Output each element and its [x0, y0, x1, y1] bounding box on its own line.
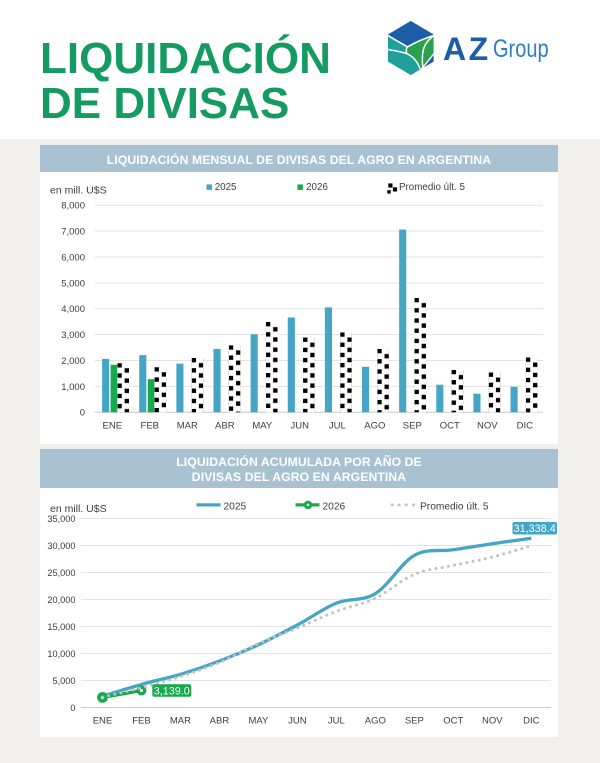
svg-text:0: 0	[70, 703, 75, 713]
svg-text:JUL: JUL	[329, 420, 346, 431]
svg-text:ABR: ABR	[210, 715, 230, 726]
svg-text:SEP: SEP	[403, 420, 422, 431]
svg-text:2025: 2025	[215, 182, 237, 193]
svg-text:3,139.0: 3,139.0	[154, 685, 190, 697]
svg-text:2026: 2026	[306, 182, 328, 193]
svg-text:JUN: JUN	[288, 715, 307, 726]
svg-text:2,000: 2,000	[61, 356, 85, 367]
svg-text:MAR: MAR	[177, 420, 198, 431]
svg-text:1,000: 1,000	[61, 382, 85, 393]
svg-text:2026: 2026	[323, 501, 346, 512]
svg-text:en mill. U$S: en mill. U$S	[50, 185, 107, 197]
svg-text:NOV: NOV	[482, 715, 503, 726]
svg-text:Promedio últ. 5: Promedio últ. 5	[399, 182, 465, 193]
svg-text:NOV: NOV	[477, 420, 498, 431]
svg-text:FEB: FEB	[141, 420, 159, 431]
svg-text:AGO: AGO	[364, 420, 385, 431]
svg-text:35,000: 35,000	[47, 514, 75, 524]
svg-text:JUL: JUL	[328, 715, 345, 726]
svg-text:6,000: 6,000	[61, 252, 85, 263]
svg-text:5,000: 5,000	[53, 676, 76, 686]
svg-text:3,000: 3,000	[61, 330, 85, 341]
svg-text:30,000: 30,000	[47, 541, 75, 551]
svg-text:7,000: 7,000	[61, 227, 85, 238]
svg-text:ENE: ENE	[103, 420, 123, 431]
svg-text:FEB: FEB	[132, 715, 150, 726]
svg-text:en mill. U$S: en mill. U$S	[50, 503, 107, 515]
svg-text:AGO: AGO	[365, 715, 386, 726]
svg-text:MAY: MAY	[248, 715, 269, 726]
svg-text:JUN: JUN	[291, 420, 310, 431]
svg-text:OCT: OCT	[443, 715, 463, 726]
svg-text:DIC: DIC	[517, 420, 534, 431]
svg-text:Promedio últ. 5: Promedio últ. 5	[420, 501, 489, 512]
svg-text:SEP: SEP	[405, 715, 424, 726]
svg-text:0: 0	[80, 408, 85, 419]
svg-text:4,000: 4,000	[61, 304, 85, 315]
svg-text:ABR: ABR	[215, 420, 235, 431]
svg-text:OCT: OCT	[440, 420, 460, 431]
svg-text:2025: 2025	[224, 501, 247, 512]
svg-text:8,000: 8,000	[61, 201, 85, 212]
svg-text:5,000: 5,000	[61, 278, 85, 289]
svg-text:15,000: 15,000	[47, 622, 75, 632]
svg-text:10,000: 10,000	[47, 649, 75, 659]
svg-text:DIC: DIC	[523, 715, 540, 726]
svg-text:MAR: MAR	[170, 715, 191, 726]
svg-text:25,000: 25,000	[47, 568, 75, 578]
svg-text:MAY: MAY	[252, 420, 273, 431]
svg-text:20,000: 20,000	[47, 595, 75, 605]
svg-text:ENE: ENE	[93, 715, 113, 726]
svg-text:31,338.4: 31,338.4	[514, 523, 556, 535]
